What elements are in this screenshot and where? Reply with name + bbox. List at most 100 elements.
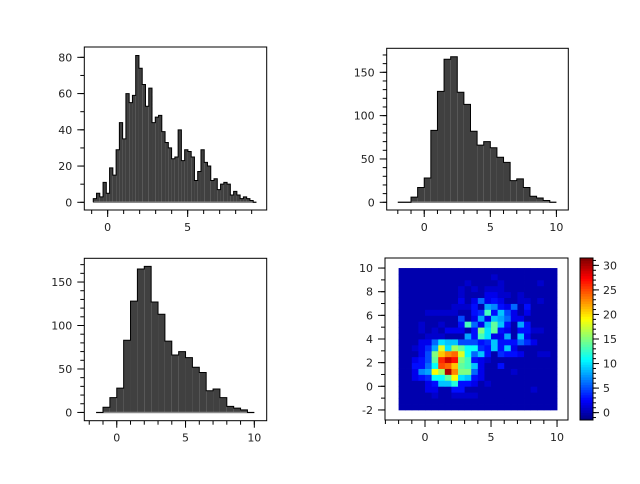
heatmap-cell — [458, 380, 466, 387]
heatmap-cell — [464, 321, 472, 328]
heatmap-cell — [458, 374, 466, 381]
heatmap-cell — [524, 356, 532, 364]
heatmap-cell — [418, 380, 426, 387]
heatmap-cell — [464, 333, 472, 340]
heatmap-cell — [524, 404, 532, 411]
heatmap-cell — [504, 380, 512, 387]
heatmap-cell — [471, 279, 479, 287]
heatmap-cell — [405, 339, 413, 346]
colorbar-tick-label: 10 — [603, 358, 617, 371]
heatmap-cell — [398, 368, 406, 375]
colorbar-segment — [580, 316, 593, 320]
heatmap-cell — [504, 339, 512, 346]
heatmap-cell — [471, 380, 479, 387]
colorbar-segment — [580, 278, 593, 282]
colorbar-segment — [580, 414, 593, 418]
colorbar-segment — [580, 280, 593, 284]
heatmap-cell — [451, 333, 459, 340]
heatmap-cell — [484, 279, 492, 287]
heatmap-cell — [451, 309, 459, 316]
heatmap-cell — [418, 368, 426, 375]
heatmap-cell — [411, 291, 419, 299]
heatmap-cell — [418, 285, 426, 293]
heatmap-cell — [438, 268, 446, 275]
heatmap-cell — [438, 333, 446, 340]
heatmap-cell — [431, 327, 439, 334]
heatmap-cell — [530, 392, 538, 399]
histogram-bar — [503, 162, 511, 203]
histogram-bar — [130, 301, 138, 413]
heatmap-cell — [444, 291, 452, 299]
heatmap-cell — [398, 339, 406, 346]
heatmap-cell — [477, 362, 485, 369]
heatmap-cell — [411, 327, 419, 334]
heatmap-cell — [550, 344, 558, 352]
heatmap-cell — [517, 268, 525, 275]
histogram-bar — [206, 390, 214, 413]
heatmap-cell — [543, 404, 551, 411]
heatmap-cell — [550, 268, 558, 275]
heatmap-cell — [477, 339, 485, 346]
heatmap-cell — [497, 279, 505, 287]
heatmap-cell — [543, 344, 551, 352]
colorbar-segment — [580, 268, 593, 272]
heatmap-cell — [530, 321, 538, 328]
x-tick-label: 0 — [421, 221, 428, 234]
colorbar-segment — [580, 389, 593, 393]
heatmap-cell — [444, 350, 452, 358]
heatmap-cell — [425, 368, 433, 375]
heatmap-cell — [411, 350, 419, 358]
heatmap-cell — [471, 362, 479, 369]
heatmap-cell — [425, 321, 433, 328]
histogram-bar — [236, 195, 241, 203]
heatmap-cell — [458, 297, 466, 304]
heatmap-cell — [543, 303, 551, 310]
heatmap-cell — [464, 350, 472, 358]
histogram-bar — [207, 166, 211, 203]
heatmap-cell — [411, 392, 419, 399]
heatmap-cell — [510, 309, 518, 316]
heatmap-cell — [517, 350, 525, 358]
heatmap-cell — [550, 297, 558, 304]
colorbar-segment — [580, 361, 593, 365]
heatmap-cell — [543, 368, 551, 375]
heatmap-cell — [418, 362, 426, 369]
heatmap-cell — [491, 344, 499, 352]
heatmap-cell — [411, 362, 419, 369]
heatmap-cell — [537, 273, 545, 281]
heatmap-cell — [550, 321, 558, 328]
heatmap-cell — [510, 386, 518, 393]
heatmap-cell — [491, 392, 499, 399]
heatmap-cell — [477, 392, 485, 399]
heatmap-cell — [431, 297, 439, 304]
heatmap-cell — [550, 285, 558, 293]
heatmap-cell — [510, 333, 518, 340]
heatmap-cell — [484, 333, 492, 340]
heatmap-cell — [405, 321, 413, 328]
heatmap-cell — [398, 309, 406, 316]
colorbar-segment — [580, 369, 593, 373]
heatmap-cell — [438, 297, 446, 304]
heatmap-cell — [464, 386, 472, 393]
colorbar-segment — [580, 356, 593, 360]
heatmap-cell — [451, 327, 459, 334]
heatmap-cell — [550, 404, 558, 411]
heatmap-cell — [471, 368, 479, 375]
heatmap-cell — [451, 268, 459, 275]
heatmap-cell — [438, 368, 446, 375]
y-tick-label: 0 — [366, 380, 373, 393]
colorbar-segment — [580, 263, 593, 267]
heatmap-cell — [484, 285, 492, 293]
histogram-bar — [119, 122, 123, 203]
histogram-bar — [181, 160, 185, 203]
heatmap-cell — [543, 339, 551, 346]
colorbar-segment — [580, 417, 593, 421]
colorbar-segment — [580, 397, 593, 401]
heatmap-cell — [444, 297, 452, 304]
heatmap-cell — [438, 392, 446, 399]
histogram-bar — [246, 198, 250, 203]
histogram-bar — [171, 355, 179, 413]
heatmap-cell — [438, 321, 446, 328]
y-tick-label: 150 — [51, 276, 72, 289]
heatmap-cell — [398, 398, 406, 405]
